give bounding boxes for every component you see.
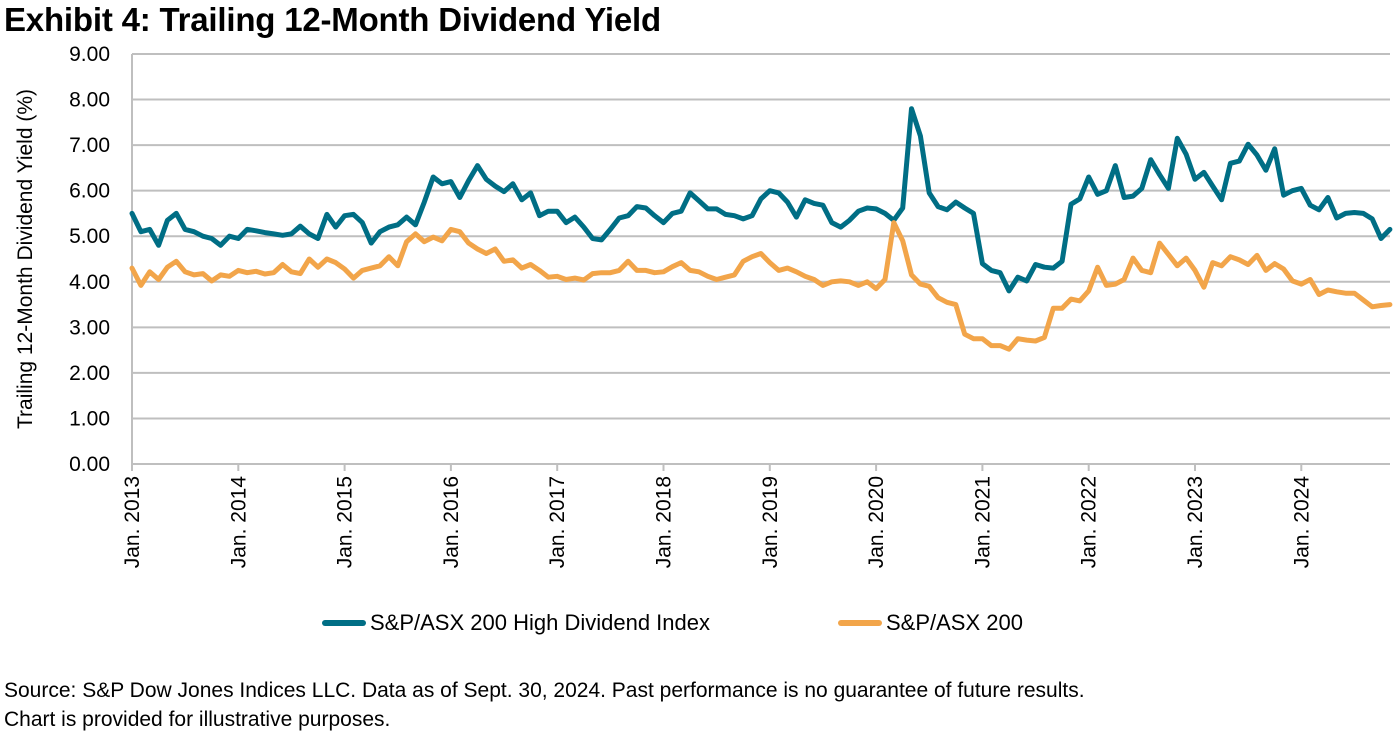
x-axis: Jan. 2013 Jan. 2014 Jan. 2015 Jan. 2016 Jan.… [121,54,1313,568]
legend-item-asx200: S&P/ASX 200 [838,610,1023,636]
x-tick-label: Jan. 2017 [546,476,569,568]
series-lines [129,106,1393,352]
x-tick-label: Jan. 2024 [1290,476,1313,569]
y-tick-label: 2.00 [69,362,110,385]
y-tick-label: 0.00 [69,453,110,476]
series-line-high-dividend [129,106,1393,294]
y-axis-title: Trailing 12-Month Dividend Yield (%) [14,89,37,429]
legend-label-asx200: S&P/ASX 200 [886,610,1023,635]
legend-label-high-dividend: S&P/ASX 200 High Dividend Index [370,610,710,635]
y-tick-label: 8.00 [69,89,110,112]
footnote-line-1: Source: S&P Dow Jones Indices LLC. Data … [4,679,1085,702]
x-tick-label: Jan. 2018 [653,476,676,568]
y-tick-label: 5.00 [69,225,110,248]
x-tick-label: Jan. 2019 [759,476,782,568]
y-axis-ticks: 0.00 1.00 2.00 3.00 4.00 5.00 6.00 7.00 8.00 9.00 [69,43,110,476]
legend-swatch-high-dividend [322,620,366,626]
x-tick-label: Jan. 2020 [865,476,888,568]
chart-title: Exhibit 4: Trailing 12-Month Dividend Yi… [4,1,661,38]
y-tick-label: 6.00 [69,180,110,203]
x-tick-label: Jan. 2014 [227,476,250,569]
y-tick-label: 4.00 [69,271,110,294]
legend: S&P/ASX 200 High Dividend Index S&P/ASX … [0,610,1394,640]
line-chart: 0.00 1.00 2.00 3.00 4.00 5.00 6.00 7.00 8.00 9.00… [14,43,1393,568]
x-tick-label: Jan. 2021 [971,476,994,568]
y-tick-label: 9.00 [69,43,110,66]
legend-item-high-dividend: S&P/ASX 200 High Dividend Index [322,610,710,636]
y-tick-label: 7.00 [69,134,110,157]
x-tick-label: Jan. 2016 [440,476,463,568]
series-line-asx200 [129,220,1393,352]
gridlines [132,53,1390,465]
legend-swatch-asx200 [838,620,882,626]
footnote-line-2: Chart is provided for illustrative purpo… [4,708,391,731]
x-tick-label: Jan. 2022 [1078,476,1101,568]
x-tick-label: Jan. 2013 [121,476,144,568]
x-tick-label: Jan. 2023 [1184,476,1207,568]
source-footnote: Source: S&P Dow Jones Indices LLC. Data … [4,676,1085,734]
y-tick-label: 3.00 [69,316,110,339]
y-tick-label: 1.00 [69,407,110,430]
x-tick-label: Jan. 2015 [334,476,357,568]
